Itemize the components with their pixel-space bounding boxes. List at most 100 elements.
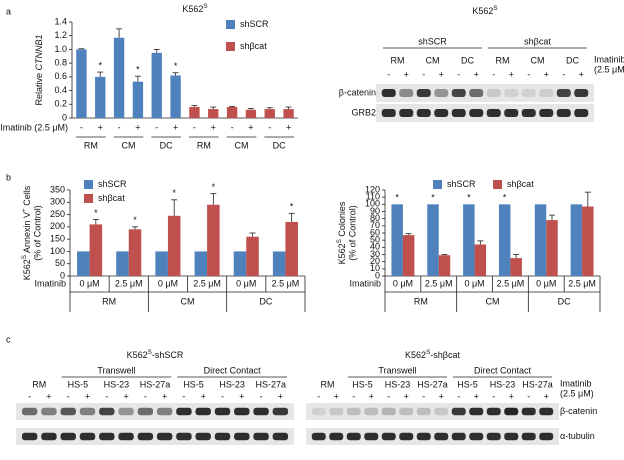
band (364, 407, 379, 416)
lane-label: - (28, 391, 31, 401)
header-label: Transwell (378, 365, 416, 375)
legend-label: shSCR (447, 179, 476, 189)
lane-label: + (544, 69, 549, 79)
y-tick-label: 60 (370, 227, 380, 237)
bar (402, 235, 415, 276)
lane-label: + (404, 391, 409, 401)
error-bar (116, 28, 123, 38)
band (118, 432, 134, 441)
legend-label: shSCR (98, 179, 127, 189)
sample-label: DC (566, 55, 579, 65)
group-label: CM (486, 296, 500, 306)
bar (76, 49, 87, 118)
band (574, 109, 589, 117)
bar (113, 37, 125, 119)
band (556, 89, 571, 97)
error-bar (172, 72, 179, 76)
panel-label: a (6, 6, 11, 16)
band (399, 109, 414, 117)
bar (498, 204, 511, 276)
lane-label: + (334, 391, 339, 401)
x-tick-label: 0 μM (236, 278, 256, 288)
error-bar (97, 71, 104, 77)
bar (582, 206, 594, 276)
sample-label: HS-5 (352, 379, 373, 389)
y-tick-label: 300 (50, 197, 65, 207)
lane-label: + (579, 69, 584, 79)
error-bar (285, 106, 292, 110)
error-bar (191, 105, 198, 108)
lane-label: - (527, 391, 530, 401)
band (118, 407, 134, 416)
band (311, 432, 326, 441)
y-tick-label: 0.8 (54, 58, 67, 68)
bar (391, 204, 403, 276)
error-bar (441, 254, 448, 256)
y-tick-label: 0 (62, 112, 67, 122)
y-tick-label: 1.2 (54, 30, 67, 40)
lane-label: - (144, 391, 147, 401)
x-tick-label: - (155, 122, 158, 132)
error-bar (92, 219, 99, 225)
band (539, 432, 554, 441)
lane-label: + (509, 69, 514, 79)
x-tick-label: 2.5 μM (568, 278, 596, 288)
y-tick-label: 100 (365, 199, 380, 209)
lane-label: - (457, 69, 460, 79)
group-label: DC (558, 296, 571, 306)
row-label: β-catenin (339, 87, 376, 97)
band (176, 407, 192, 416)
significance-star: * (174, 61, 178, 71)
error-bar (171, 199, 178, 216)
band (21, 407, 38, 416)
x-tick-label: 0 μM (393, 278, 413, 288)
lane-label: + (85, 391, 90, 401)
band (469, 407, 484, 416)
y-axis-label: Relative CTNNB1 (34, 34, 44, 105)
significance-star: * (212, 182, 216, 192)
band (539, 89, 554, 97)
significance-star: * (136, 65, 140, 75)
blot-title-part: K562 (472, 6, 493, 16)
legend-swatch (433, 180, 442, 189)
blot-strip (16, 403, 294, 420)
band (434, 407, 449, 416)
blot-title-part: K562 (405, 350, 426, 360)
bar (570, 204, 583, 276)
sample-label: RM (391, 55, 405, 65)
band (416, 432, 431, 441)
band (60, 432, 76, 441)
bar (246, 236, 259, 276)
sample-label: HS-5 (457, 379, 478, 389)
band (346, 407, 361, 416)
blot-title-part: -shβcat (430, 350, 460, 360)
chart-title-part: S (203, 3, 207, 10)
error-bar (210, 193, 217, 205)
band (41, 407, 57, 416)
error-bar (584, 191, 591, 207)
bar (155, 251, 168, 276)
error-bar (548, 214, 555, 221)
legend-label: shβcat (240, 41, 267, 51)
lane-label: + (123, 391, 128, 401)
x-axis-label: Imatinib (349, 278, 381, 288)
bar (128, 229, 142, 276)
band (99, 432, 115, 441)
bar (77, 251, 90, 276)
group-label: DC (160, 140, 173, 150)
error-bar (247, 108, 254, 110)
band (195, 407, 211, 416)
error-bar (229, 105, 236, 108)
y-axis-label-part: Relative (34, 71, 44, 106)
band (486, 407, 501, 416)
blot-strip (16, 428, 294, 445)
legend-swatch (84, 194, 93, 203)
x-tick-label: - (118, 122, 121, 132)
x-tick-label: - (80, 122, 83, 132)
band (79, 432, 96, 441)
lane-label: - (221, 391, 224, 401)
band (329, 432, 344, 441)
sample-label: HS-23 (490, 379, 516, 389)
y-tick-label: 90 (370, 206, 380, 216)
x-tick-label: - (231, 122, 234, 132)
